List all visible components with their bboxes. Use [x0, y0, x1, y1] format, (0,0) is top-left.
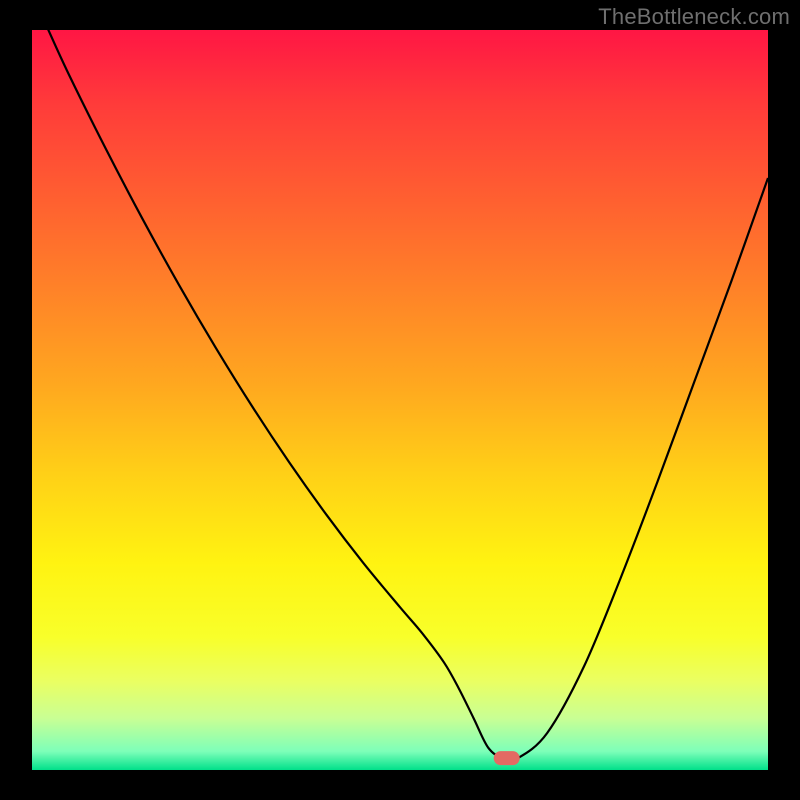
plot-background-gradient	[32, 30, 768, 770]
optimal-marker	[494, 751, 520, 765]
chart-stage: TheBottleneck.com	[0, 0, 800, 800]
bottleneck-chart	[0, 0, 800, 800]
